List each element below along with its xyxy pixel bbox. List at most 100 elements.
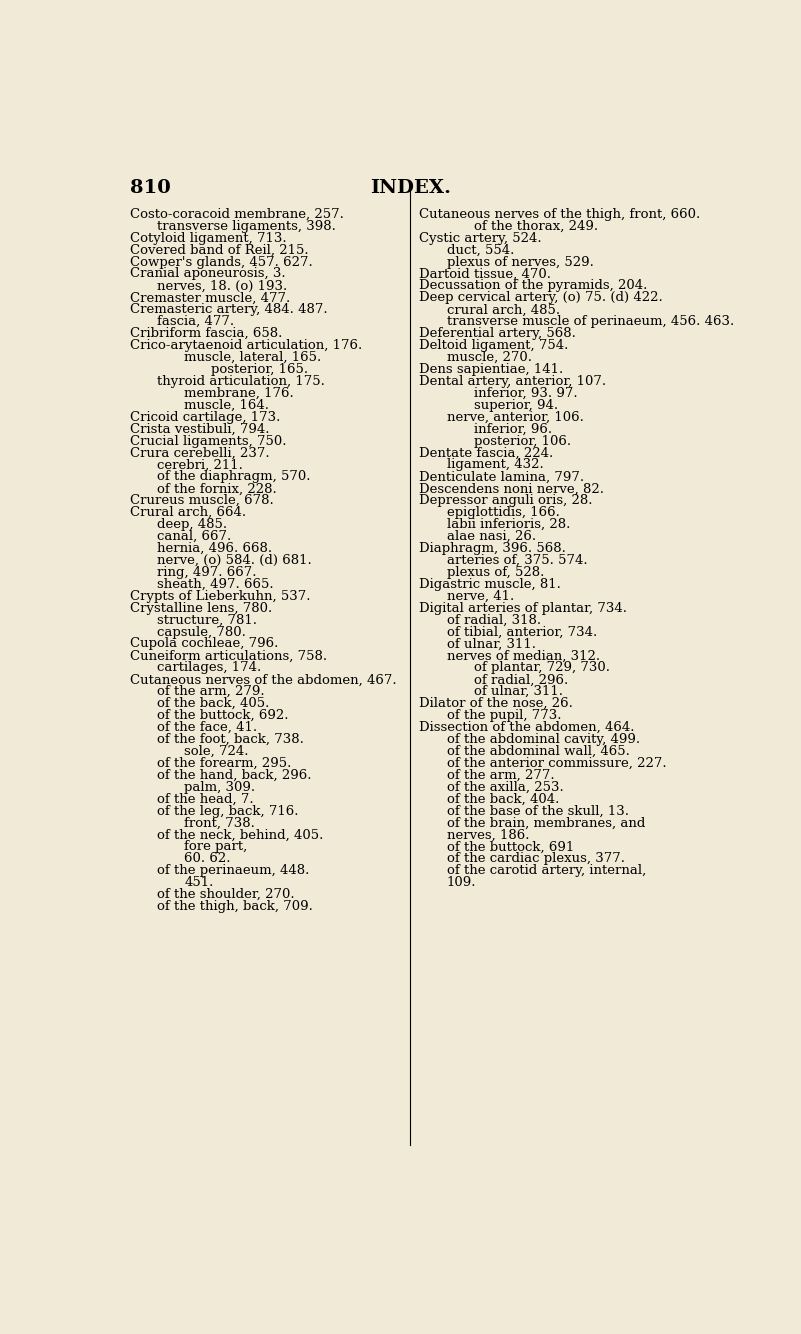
Text: Dentate fascia, 224.: Dentate fascia, 224. (420, 447, 553, 459)
Text: of the face, 41.: of the face, 41. (157, 720, 257, 734)
Text: posterior, 106.: posterior, 106. (474, 435, 571, 448)
Text: INDEX.: INDEX. (370, 179, 452, 196)
Text: Diaphragm, 396. 568.: Diaphragm, 396. 568. (420, 542, 566, 555)
Text: Cremaster muscle, 477.: Cremaster muscle, 477. (130, 291, 290, 304)
Text: of the neck, behind, 405.: of the neck, behind, 405. (157, 828, 324, 842)
Text: of the brain, membranes, and: of the brain, membranes, and (447, 816, 645, 830)
Text: 810: 810 (130, 179, 171, 196)
Text: transverse ligaments, 398.: transverse ligaments, 398. (157, 220, 336, 232)
Text: crural arch, 485.: crural arch, 485. (447, 303, 560, 316)
Text: of the back, 404.: of the back, 404. (447, 792, 559, 806)
Text: Cremasteric artery, 484. 487.: Cremasteric artery, 484. 487. (130, 303, 327, 316)
Text: Crucial ligaments, 750.: Crucial ligaments, 750. (130, 435, 286, 448)
Text: Dental artery, anterior, 107.: Dental artery, anterior, 107. (420, 375, 606, 388)
Text: capsule, 780.: capsule, 780. (157, 626, 246, 639)
Text: Cystic artery, 524.: Cystic artery, 524. (420, 232, 542, 244)
Text: Cribriform fascia, 658.: Cribriform fascia, 658. (130, 327, 282, 340)
Text: of the thigh, back, 709.: of the thigh, back, 709. (157, 900, 312, 912)
Text: Dilator of the nose, 26.: Dilator of the nose, 26. (420, 698, 574, 710)
Text: Crystalline lens, 780.: Crystalline lens, 780. (130, 602, 272, 615)
Text: nerve, (o) 584. (d) 681.: nerve, (o) 584. (d) 681. (157, 554, 312, 567)
Text: Deferential artery, 568.: Deferential artery, 568. (420, 327, 576, 340)
Text: Dissection of the abdomen, 464.: Dissection of the abdomen, 464. (420, 720, 635, 734)
Text: of the carotid artery, internal,: of the carotid artery, internal, (447, 864, 646, 878)
Text: Cuneiform articulations, 758.: Cuneiform articulations, 758. (130, 650, 327, 663)
Text: canal, 667.: canal, 667. (157, 530, 231, 543)
Text: of the pupil, 773.: of the pupil, 773. (447, 710, 562, 722)
Text: Cranial aponeurosis, 3.: Cranial aponeurosis, 3. (130, 268, 285, 280)
Text: Deep cervical artery, (o) 75. (d) 422.: Deep cervical artery, (o) 75. (d) 422. (420, 291, 663, 304)
Text: 451.: 451. (184, 876, 214, 890)
Text: 109.: 109. (447, 876, 477, 890)
Text: of the back, 405.: of the back, 405. (157, 698, 269, 710)
Text: ring, 497. 667.: ring, 497. 667. (157, 566, 256, 579)
Text: nerve, 41.: nerve, 41. (447, 590, 514, 603)
Text: Cowper's glands, 457. 627.: Cowper's glands, 457. 627. (130, 256, 312, 268)
Text: fore part,: fore part, (184, 840, 248, 854)
Text: Digital arteries of plantar, 734.: Digital arteries of plantar, 734. (420, 602, 627, 615)
Text: posterior, 165.: posterior, 165. (211, 363, 308, 376)
Text: duct, 554.: duct, 554. (447, 244, 514, 256)
Text: of the arm, 279.: of the arm, 279. (157, 686, 264, 698)
Text: of the forearm, 295.: of the forearm, 295. (157, 756, 292, 770)
Text: Crural arch, 664.: Crural arch, 664. (130, 506, 246, 519)
Text: Dartoid tissue, 470.: Dartoid tissue, 470. (420, 268, 551, 280)
Text: of the abdominal cavity, 499.: of the abdominal cavity, 499. (447, 732, 640, 746)
Text: of tibial, anterior, 734.: of tibial, anterior, 734. (447, 626, 597, 639)
Text: of the base of the skull, 13.: of the base of the skull, 13. (447, 804, 629, 818)
Text: Covered band of Reil, 215.: Covered band of Reil, 215. (130, 244, 308, 256)
Text: Decussation of the pyramids, 204.: Decussation of the pyramids, 204. (420, 279, 648, 292)
Text: superior, 94.: superior, 94. (474, 399, 558, 412)
Text: of ulnar, 311.: of ulnar, 311. (474, 686, 563, 698)
Text: inferior, 96.: inferior, 96. (474, 423, 552, 436)
Text: Cotyloid ligament, 713.: Cotyloid ligament, 713. (130, 232, 286, 244)
Text: of the anterior commissure, 227.: of the anterior commissure, 227. (447, 756, 666, 770)
Text: nerves of median, 312.: nerves of median, 312. (447, 650, 600, 663)
Text: plexus of, 528.: plexus of, 528. (447, 566, 544, 579)
Text: cerebri, 211.: cerebri, 211. (157, 459, 243, 471)
Text: Costo-coracoid membrane, 257.: Costo-coracoid membrane, 257. (130, 208, 344, 221)
Text: of the hand, back, 296.: of the hand, back, 296. (157, 768, 312, 782)
Text: hernia, 496. 668.: hernia, 496. 668. (157, 542, 272, 555)
Text: Cricoid cartilage, 173.: Cricoid cartilage, 173. (130, 411, 280, 424)
Text: sheath, 497. 665.: sheath, 497. 665. (157, 578, 273, 591)
Text: of the diaphragm, 570.: of the diaphragm, 570. (157, 471, 310, 483)
Text: Cupola cochleae, 796.: Cupola cochleae, 796. (130, 638, 278, 651)
Text: Depressor anguli oris, 28.: Depressor anguli oris, 28. (420, 495, 593, 507)
Text: epiglottidis, 166.: epiglottidis, 166. (447, 506, 560, 519)
Text: front, 738.: front, 738. (184, 816, 255, 830)
Text: Cutaneous nerves of the thigh, front, 660.: Cutaneous nerves of the thigh, front, 66… (420, 208, 701, 221)
Text: of the leg, back, 716.: of the leg, back, 716. (157, 804, 298, 818)
Text: of the buttock, 691: of the buttock, 691 (447, 840, 574, 854)
Text: Dens sapientiae, 141.: Dens sapientiae, 141. (420, 363, 564, 376)
Text: of the cardiac plexus, 377.: of the cardiac plexus, 377. (447, 852, 625, 866)
Text: nerves, 186.: nerves, 186. (447, 828, 529, 842)
Text: Deltoid ligament, 754.: Deltoid ligament, 754. (420, 339, 569, 352)
Text: of the axilla, 253.: of the axilla, 253. (447, 780, 563, 794)
Text: alae nasi, 26.: alae nasi, 26. (447, 530, 536, 543)
Text: labii inferioris, 28.: labii inferioris, 28. (447, 518, 570, 531)
Text: structure, 781.: structure, 781. (157, 614, 257, 627)
Text: of radial, 318.: of radial, 318. (447, 614, 541, 627)
Text: Cutaneous nerves of the abdomen, 467.: Cutaneous nerves of the abdomen, 467. (130, 674, 396, 686)
Text: of the shoulder, 270.: of the shoulder, 270. (157, 888, 295, 900)
Text: of ulnar, 311.: of ulnar, 311. (447, 638, 536, 651)
Text: inferior, 93. 97.: inferior, 93. 97. (474, 387, 578, 400)
Text: of the head, 7.: of the head, 7. (157, 792, 253, 806)
Text: Descendens noni nerve, 82.: Descendens noni nerve, 82. (420, 483, 605, 495)
Text: sole, 724.: sole, 724. (184, 744, 248, 758)
Text: 60. 62.: 60. 62. (184, 852, 231, 866)
Text: of the abdominal wall, 465.: of the abdominal wall, 465. (447, 744, 630, 758)
Text: of the foot, back, 738.: of the foot, back, 738. (157, 732, 304, 746)
Text: muscle, 164.: muscle, 164. (184, 399, 269, 412)
Text: of plantar, 729, 730.: of plantar, 729, 730. (474, 662, 610, 675)
Text: cartilages, 174.: cartilages, 174. (157, 662, 261, 675)
Text: Denticulate lamina, 797.: Denticulate lamina, 797. (420, 471, 585, 483)
Text: of the perinaeum, 448.: of the perinaeum, 448. (157, 864, 309, 878)
Text: ligament, 432.: ligament, 432. (447, 459, 543, 471)
Text: arteries of, 375. 574.: arteries of, 375. 574. (447, 554, 587, 567)
Text: Crista vestibuli, 794.: Crista vestibuli, 794. (130, 423, 269, 436)
Text: nerve, anterior, 106.: nerve, anterior, 106. (447, 411, 584, 424)
Text: deep, 485.: deep, 485. (157, 518, 227, 531)
Text: Crura cerebelli, 237.: Crura cerebelli, 237. (130, 447, 269, 459)
